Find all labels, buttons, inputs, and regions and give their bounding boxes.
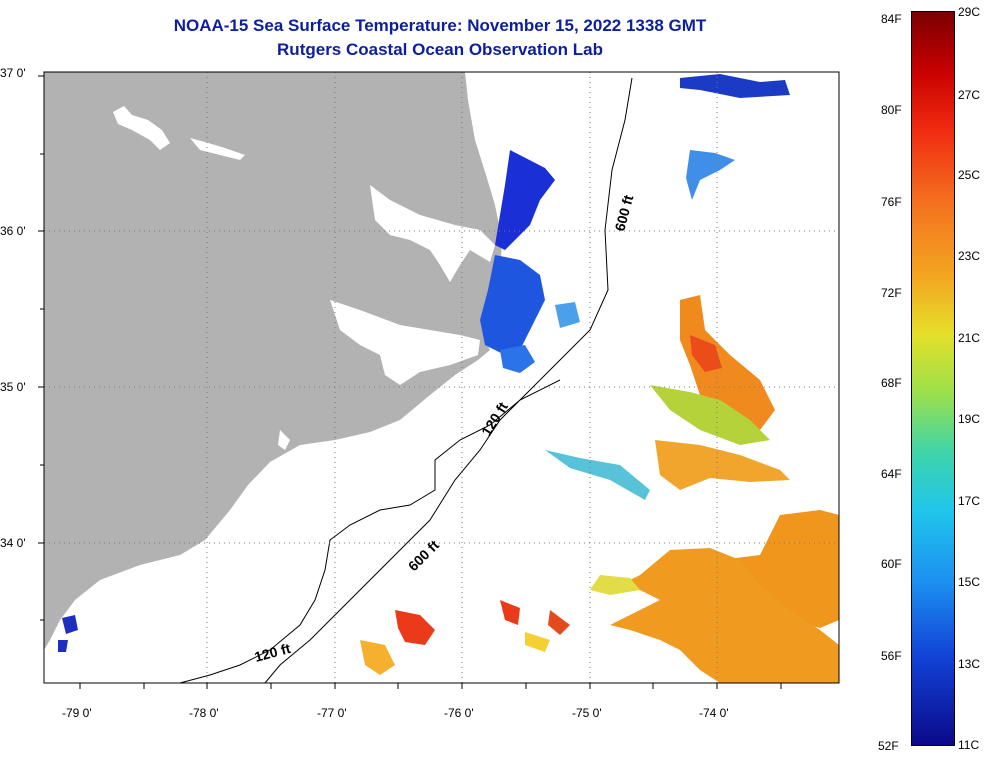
f-label: 68F (881, 376, 902, 390)
lon-label: -76 0' (444, 706, 474, 720)
c-label: 19C (958, 412, 981, 426)
temperature-colorbar (911, 11, 955, 746)
contour-label: 120 ft (478, 399, 511, 439)
lat-label: 35 0' (0, 380, 26, 394)
contour-label: 600 ft (405, 537, 442, 574)
grid (44, 72, 839, 683)
map-frame (43, 71, 840, 684)
lat-label: 34 0' (0, 536, 26, 550)
c-label: 25C (958, 168, 981, 182)
contour-label: 120 ft (253, 640, 293, 665)
lat-label: 37 0' (0, 66, 26, 80)
contour-label: 600 ft (611, 193, 636, 233)
f-label: 60F (881, 557, 902, 571)
lon-label: -78 0' (189, 706, 219, 720)
f-label: 76F (881, 195, 902, 209)
c-label: 13C (958, 657, 981, 671)
lon-label: -77 0' (317, 706, 347, 720)
f-label: 84F (881, 12, 902, 26)
map-title: NOAA-15 Sea Surface Temperature: Novembe… (173, 16, 707, 35)
c-label: 23C (958, 249, 981, 263)
lat-label: 36 0' (0, 224, 26, 238)
lon-label: -74 0' (699, 706, 729, 720)
map-subtitle: Rutgers Coastal Ocean Observation Lab (277, 40, 603, 59)
f-label: 64F (881, 467, 902, 481)
f-label: 72F (881, 286, 902, 300)
f-label: 56F (881, 649, 902, 663)
c-label: 11C (958, 738, 980, 752)
c-label: 21C (958, 331, 981, 345)
c-label: 17C (958, 494, 981, 508)
f-label: 80F (881, 103, 902, 117)
c-label: 15C (958, 575, 981, 589)
c-label: 29C (958, 5, 981, 19)
lon-label: -79 0' (62, 706, 92, 720)
c-label: 27C (958, 88, 981, 102)
f-label: 52F (878, 739, 899, 753)
lon-label: -75 0' (572, 706, 602, 720)
